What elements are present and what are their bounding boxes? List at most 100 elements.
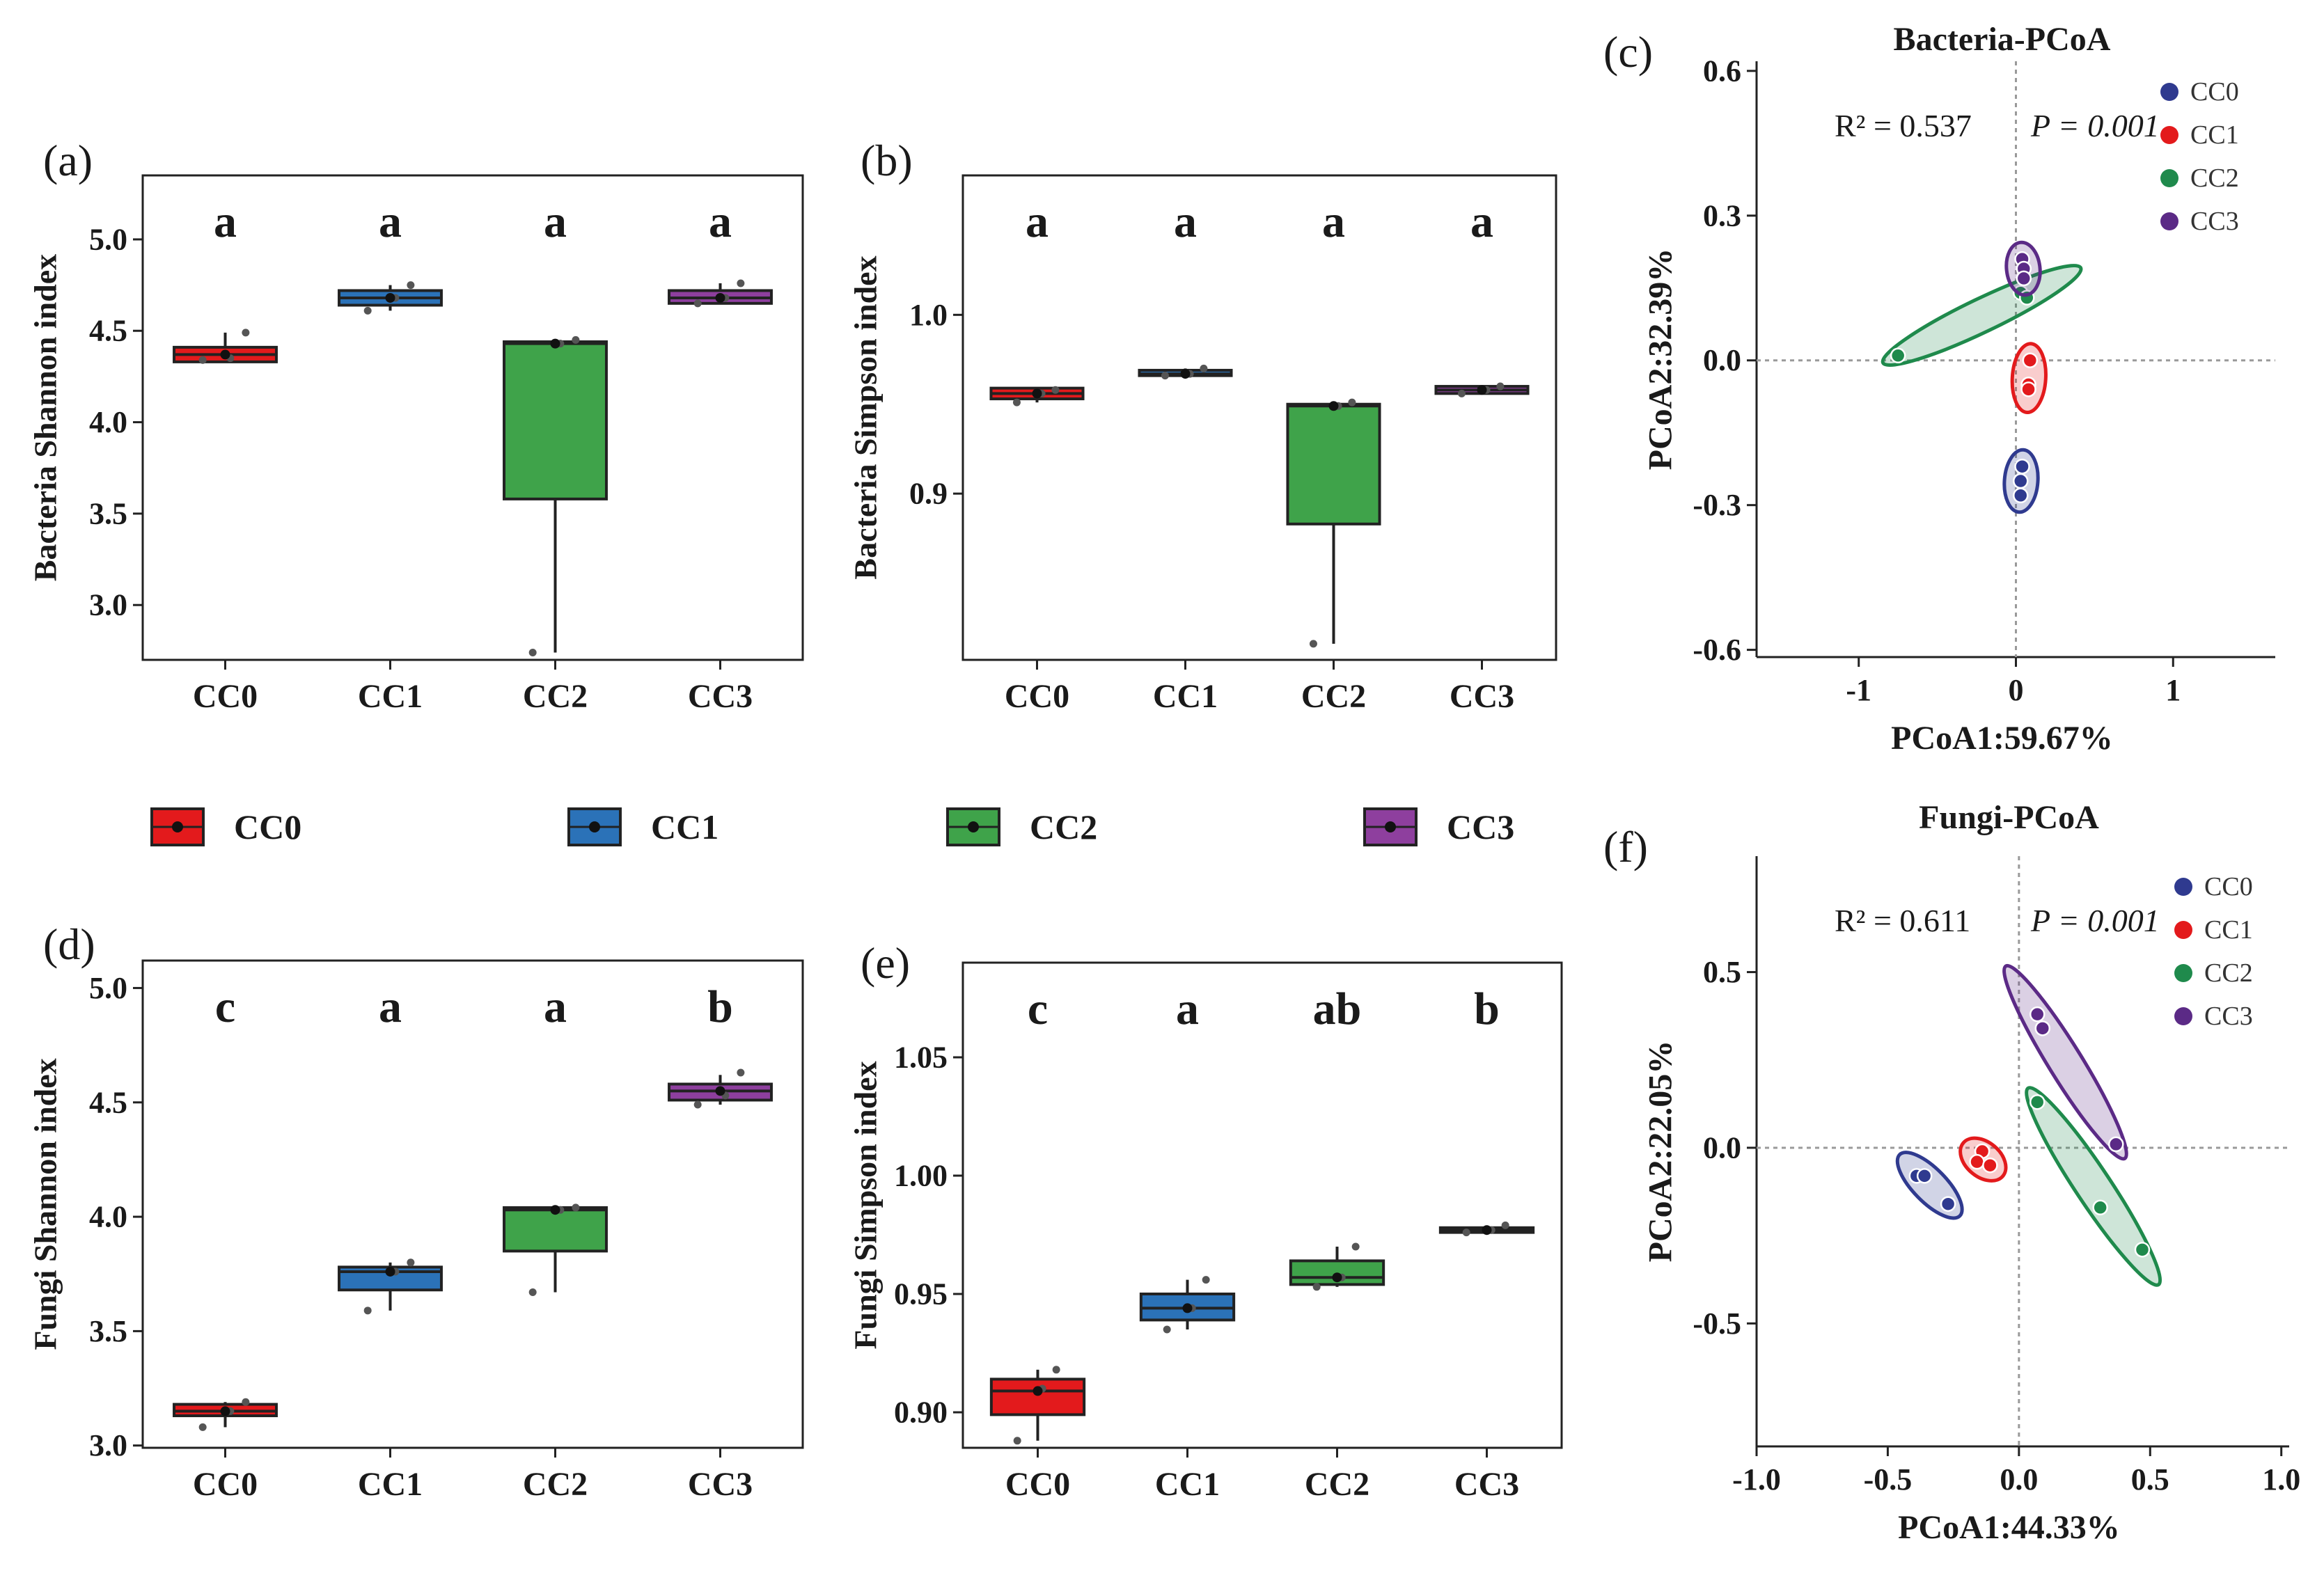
data-point bbox=[1013, 1437, 1021, 1445]
data-point bbox=[2013, 473, 2029, 489]
data-point bbox=[2013, 487, 2029, 504]
box-CC3 bbox=[1434, 382, 1530, 397]
legend-label: CC0 bbox=[2190, 77, 2239, 106]
significance-letter: a bbox=[544, 981, 567, 1032]
y-tick-label: 4.5 bbox=[89, 1085, 127, 1119]
box-CC2 bbox=[1289, 1242, 1385, 1291]
legend-label: CC1 bbox=[651, 807, 719, 846]
legend-label: CC2 bbox=[2190, 164, 2239, 193]
mean-point bbox=[220, 1406, 230, 1416]
x-tick-label: CC0 bbox=[1005, 1466, 1070, 1503]
legend-dot bbox=[2174, 1007, 2192, 1025]
box-body bbox=[989, 1377, 1086, 1416]
data-point bbox=[1940, 1196, 1956, 1212]
legend-key-dot bbox=[968, 821, 979, 832]
boxplot-panel-e: (e) 0.90 0.95 1.00 1.05 Fungi Simpson index CC… bbox=[848, 938, 1563, 1503]
legend-dot bbox=[2160, 169, 2178, 187]
data-point bbox=[2020, 381, 2036, 397]
x-tick-label: CC3 bbox=[688, 1466, 753, 1503]
box-CC3 bbox=[1438, 1221, 1535, 1237]
x-tick-label: CC1 bbox=[1155, 1466, 1220, 1503]
data-point bbox=[1348, 398, 1356, 406]
pcoa-legend-item-CC2: CC2 bbox=[2160, 164, 2239, 193]
y-tick-label: -0.3 bbox=[1693, 488, 1741, 522]
legend-label: CC3 bbox=[2204, 1002, 2253, 1031]
box-CC0 bbox=[989, 1366, 1086, 1445]
data-point bbox=[528, 648, 537, 656]
x-tick-label: CC2 bbox=[1305, 1466, 1369, 1503]
x-tick-label: CC1 bbox=[358, 678, 423, 715]
mean-point bbox=[1032, 388, 1042, 399]
data-point bbox=[572, 335, 580, 344]
y-tick-label: 1.0 bbox=[909, 298, 948, 332]
significance-letter: a bbox=[379, 981, 402, 1032]
mean-point bbox=[715, 1086, 725, 1096]
y-tick-label: 0.3 bbox=[1703, 198, 1741, 232]
significance-letter: b bbox=[1474, 984, 1500, 1034]
series-CC2 bbox=[1881, 264, 2083, 368]
panel-label: (e) bbox=[861, 938, 910, 988]
x-tick-label: CC3 bbox=[1454, 1466, 1519, 1503]
legend-dot bbox=[2160, 212, 2178, 230]
y-tick-label: 0.5 bbox=[1703, 955, 1741, 989]
y-tick-label: 5.0 bbox=[89, 222, 127, 256]
x-tick-label: 1.0 bbox=[2262, 1462, 2300, 1497]
chart-title: Fungi-PCoA bbox=[1919, 799, 2099, 836]
panel-label: (b) bbox=[861, 136, 913, 185]
y-tick-label: 1.05 bbox=[894, 1041, 948, 1075]
legend-dot bbox=[2160, 83, 2178, 101]
box-CC0 bbox=[173, 1398, 278, 1431]
significance-letter: a bbox=[709, 196, 732, 247]
x-tick-label: CC0 bbox=[1005, 678, 1069, 715]
data-point bbox=[2034, 1020, 2051, 1036]
x-axis-label: PCoA1:59.67% bbox=[1891, 720, 2113, 757]
y-tick-label: 0.0 bbox=[1703, 343, 1741, 377]
y-tick-label: 0.90 bbox=[894, 1396, 948, 1430]
series-CC1 bbox=[1958, 1136, 2008, 1183]
significance-letter: a bbox=[1026, 196, 1049, 247]
y-tick-label: 4.0 bbox=[89, 405, 127, 439]
y-tick-label: -0.6 bbox=[1693, 633, 1741, 667]
x-tick-label: 0.0 bbox=[2000, 1462, 2038, 1497]
legend-dot bbox=[2160, 126, 2178, 144]
mean-point bbox=[1332, 1272, 1342, 1283]
x-tick-label: CC1 bbox=[1153, 678, 1218, 715]
legend-item-CC3: CC3 bbox=[1363, 807, 1514, 846]
y-axis-label: Bacteria Shannon index bbox=[28, 254, 63, 581]
data-point bbox=[693, 1100, 702, 1109]
plot-frame bbox=[141, 174, 804, 661]
data-point bbox=[1051, 386, 1060, 394]
y-tick-label: -0.5 bbox=[1693, 1306, 1741, 1341]
data-point bbox=[1462, 1229, 1470, 1237]
series-CC1 bbox=[2010, 342, 2048, 415]
annotation-r2: R² = 0.537 bbox=[1835, 108, 1972, 143]
series-CC0 bbox=[1895, 1151, 1964, 1220]
pcoa-panel-c: -0.6 -0.3 0.0 0.3 0.6 -1 0 1 (c) Bacteria-PCoA PCo… bbox=[1603, 21, 2275, 757]
boxplot-panel-b: (b) 0.9 1.0 Bacteria Simpson index CC0 CC1 CC2… bbox=[848, 136, 1557, 715]
y-tick-label: 5.0 bbox=[89, 971, 127, 1005]
data-point bbox=[2016, 270, 2032, 287]
data-point bbox=[1351, 1242, 1360, 1251]
data-point bbox=[2029, 1094, 2046, 1110]
data-point bbox=[1969, 1153, 1985, 1170]
pcoa-legend-item-CC1: CC1 bbox=[2160, 120, 2239, 150]
box-CC1 bbox=[338, 281, 443, 315]
data-point bbox=[2029, 1006, 2046, 1023]
data-point bbox=[528, 1288, 537, 1297]
y-tick-label: 3.5 bbox=[89, 496, 127, 530]
data-point bbox=[407, 1258, 415, 1267]
boxplot-panel-d: (d) 3.0 3.5 4.0 4.5 5.0 Fungi Shannon index CC0… bbox=[28, 919, 804, 1503]
y-tick-label: 0.0 bbox=[1703, 1130, 1741, 1165]
data-point bbox=[737, 1068, 745, 1077]
series-CC3 bbox=[2004, 240, 2042, 297]
y-tick-label: 3.0 bbox=[89, 588, 127, 622]
x-tick-label: CC0 bbox=[193, 678, 258, 715]
data-point bbox=[198, 356, 207, 364]
group-ellipse bbox=[2025, 1086, 2162, 1287]
mean-point bbox=[715, 292, 725, 303]
data-point bbox=[1496, 382, 1505, 390]
box-CC2 bbox=[1286, 398, 1381, 648]
data-point bbox=[2134, 1242, 2151, 1258]
data-point bbox=[1309, 640, 1317, 648]
significance-letter: a bbox=[1322, 196, 1345, 247]
